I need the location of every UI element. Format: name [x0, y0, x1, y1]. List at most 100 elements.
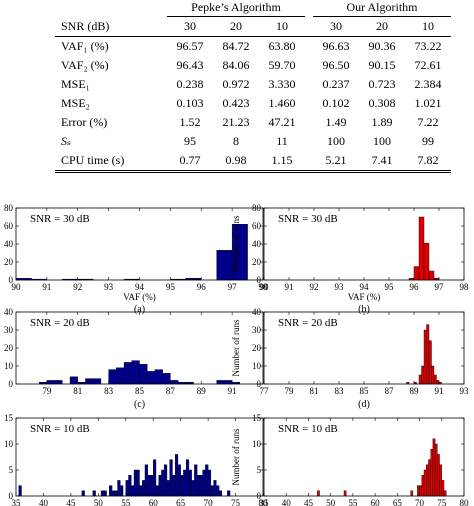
y-tick-label: 40	[4, 307, 14, 317]
table-cell: 7.82	[405, 151, 451, 173]
table-cell: 7.41	[359, 151, 405, 173]
histogram-bar	[174, 454, 179, 497]
table-cell: 73.22	[414, 39, 442, 53]
y-tick-label: 40	[4, 239, 14, 249]
y-axis-label: Number of runs	[231, 428, 241, 485]
snr-value: 20	[213, 16, 259, 37]
histogram-bar	[150, 475, 154, 497]
y-tick-label: 10	[252, 439, 262, 449]
x-tick-label: 95	[385, 282, 395, 292]
row-label: MSE₂	[61, 96, 90, 110]
histogram-bar	[144, 464, 148, 497]
histogram-bar	[103, 490, 107, 497]
histogram-bar	[120, 485, 124, 497]
histogram-bar	[227, 490, 231, 497]
table-cell: 1.460	[268, 96, 296, 110]
y-tick-label: 20	[4, 257, 14, 267]
x-tick-label: 70	[415, 498, 425, 506]
y-tick-label: 0	[9, 379, 14, 389]
table-cell: 1.52	[179, 115, 201, 129]
histogram-bar	[213, 480, 217, 497]
table-cell: 5.21	[313, 151, 359, 173]
y-tick-label: 15	[252, 413, 262, 423]
histogram-bar	[166, 480, 170, 497]
x-tick-label: 45	[66, 498, 76, 506]
snr-value: 30	[313, 16, 359, 37]
histogram-bar	[426, 464, 429, 497]
table-cell: 72.61	[414, 58, 442, 72]
x-tick-label: 35	[12, 498, 22, 506]
histogram-bar	[100, 490, 105, 497]
histogram-bar	[421, 365, 425, 385]
x-tick-label: 75	[437, 498, 447, 506]
histogram-bar	[343, 490, 347, 497]
histogram-bar	[199, 475, 203, 497]
results-table: Pepke’s Algorithm Our Algorithm SNR (dB)…	[55, 0, 451, 173]
histogram-bar	[114, 490, 118, 497]
table-cell: 1.49	[325, 115, 347, 129]
histogram-bar	[218, 490, 223, 497]
histogram-bar	[142, 480, 146, 497]
histogram-bar	[131, 485, 135, 497]
panel-caption: (a)	[134, 304, 145, 315]
y-tick-label: 0	[9, 275, 14, 285]
table-cell: 0.237	[322, 77, 350, 91]
x-tick-label: 89	[410, 386, 420, 396]
table-cell: 0.308	[368, 96, 396, 110]
y-axis-label: Number of runs	[231, 319, 241, 376]
histogram-bar	[177, 464, 181, 497]
table-cell: 1.15	[259, 151, 305, 173]
histogram-bar	[85, 378, 94, 385]
x-tick-label: 80	[460, 498, 470, 506]
histogram-bar	[194, 464, 198, 497]
table-row: CPU time (s) 0.77 0.98 1.15 5.21 7.41 7.…	[55, 151, 451, 173]
table-cell: 1.021	[414, 96, 442, 110]
x-tick-label: 93	[335, 282, 345, 292]
x-tick-label: 93	[460, 386, 470, 396]
table-row: MSE₁ 0.238 0.972 3.330 0.237 0.723 2.384	[55, 75, 451, 94]
histogram-bar	[437, 454, 440, 497]
histogram-bar	[153, 459, 157, 497]
table-row: Sₛ 95 8 11 100 100 99	[55, 132, 451, 151]
y-tick-label: 80	[4, 203, 14, 213]
x-tick-label: 81	[73, 386, 82, 396]
table-cell: 0.238	[176, 77, 204, 91]
table-cell: 2.384	[414, 77, 442, 91]
x-tick-label: 94	[135, 282, 145, 292]
histogram-bar	[158, 475, 162, 497]
y-tick-label: 5	[9, 465, 14, 475]
row-label: VAF₁ (%)	[61, 39, 109, 53]
row-label: Error (%)	[61, 115, 108, 129]
y-tick-label: 60	[252, 221, 262, 231]
x-tick-label: 91	[435, 386, 444, 396]
histogram-bar	[18, 485, 22, 497]
x-tick-label: 83	[104, 386, 114, 396]
histogram-bar	[413, 266, 420, 281]
x-tick-label: 98	[460, 282, 470, 292]
histogram-bar	[180, 475, 184, 497]
histogram-panel: 79 81 83 85 87 89 91 0 10 20 30 40 SNR = 20 dB (c)	[4, 307, 264, 410]
histogram-bar	[423, 329, 427, 385]
x-tick-label: 96	[197, 282, 207, 292]
y-tick-label: 10	[4, 361, 14, 371]
x-tick-label: 77	[260, 386, 270, 396]
y-tick-label: 10	[252, 361, 262, 371]
x-axis-label: VAF (%)	[348, 292, 381, 302]
row-label: Sₛ	[61, 134, 72, 148]
x-tick-label: 91	[42, 282, 51, 292]
histogram-bar	[441, 480, 445, 497]
x-tick-label: 70	[204, 498, 214, 506]
histogram-bar	[428, 340, 432, 385]
histogram-bar	[116, 367, 125, 385]
table-cell: 84.72	[222, 39, 250, 53]
panel-caption: (b)	[358, 304, 370, 315]
table-cell: 8	[233, 134, 239, 148]
x-tick-label: 79	[285, 386, 295, 396]
histogram-bar	[428, 270, 435, 281]
row-label: CPU time (s)	[55, 151, 167, 173]
table-cell: 100	[327, 134, 345, 148]
table-cell: 95	[184, 134, 196, 148]
histogram-bar	[92, 490, 96, 497]
histogram-bar	[205, 464, 209, 497]
